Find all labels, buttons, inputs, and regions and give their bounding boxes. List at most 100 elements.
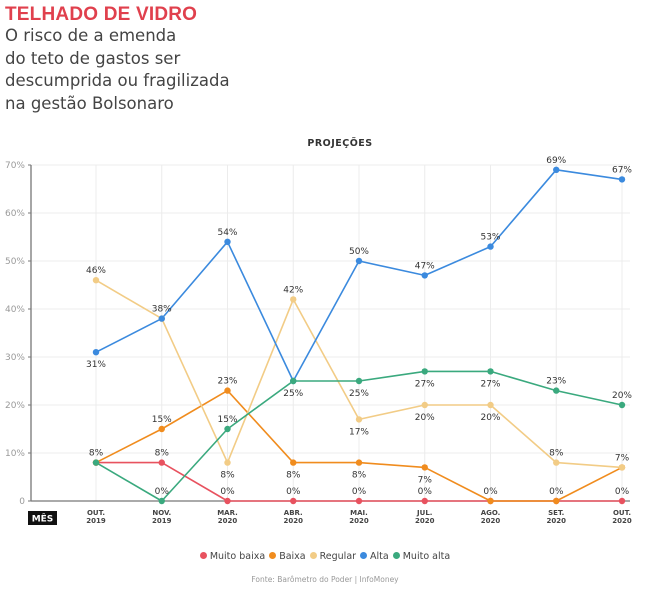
- data-label: 0%: [483, 487, 498, 497]
- y-tick-label: 0: [19, 497, 25, 507]
- legend-dot-icon: [392, 552, 400, 559]
- legend-item: Baixa: [269, 551, 306, 562]
- data-label: 53%: [480, 233, 500, 243]
- point-muito-baixa: [224, 497, 231, 505]
- point-regular: [290, 296, 297, 303]
- point-alta: [553, 166, 560, 173]
- data-label: 20%: [415, 413, 435, 423]
- x-tick-label: MAI.: [350, 509, 368, 517]
- data-label: 15%: [152, 415, 172, 425]
- point-alta: [487, 243, 494, 250]
- legend-label: Baixa: [279, 551, 306, 562]
- x-tick-label: ABR.: [284, 509, 303, 517]
- data-label: 23%: [546, 377, 566, 387]
- data-label: 54%: [217, 228, 237, 238]
- x-tick-label-year: 2019: [152, 517, 172, 525]
- legend-label: Muito baixa: [209, 551, 266, 562]
- data-label: 23%: [217, 377, 237, 387]
- data-label: 67%: [612, 165, 632, 175]
- y-tick-label: 50%: [5, 257, 25, 267]
- x-tick-label-year: 2020: [284, 517, 304, 525]
- data-label: 7%: [615, 453, 630, 463]
- point-regular: [553, 459, 560, 466]
- x-tick-label: NOV.: [152, 509, 171, 517]
- legend-dot-icon: [309, 552, 317, 559]
- data-label: 25%: [349, 389, 369, 399]
- x-tick-label: MAR.: [217, 509, 238, 517]
- x-tick-label-year: 2020: [481, 517, 501, 525]
- data-label: 0%: [286, 487, 301, 497]
- x-axis-label: MÊS: [32, 513, 54, 525]
- y-tick-label: 30%: [5, 353, 25, 363]
- legend-label: Muito alta: [402, 551, 451, 562]
- point-baixa: [553, 497, 560, 505]
- chart-title: PROJEÇÕES: [307, 137, 372, 149]
- legend-dot-icon: [360, 552, 368, 559]
- point-muito-baixa: [355, 497, 363, 505]
- point-regular: [355, 416, 363, 423]
- data-label: 42%: [283, 285, 303, 295]
- chart-headline: O risco de a emenda do teto de gastos se…: [5, 25, 305, 115]
- data-label: 38%: [152, 305, 172, 315]
- legend-item: Regular: [309, 551, 357, 562]
- legend-dot-icon: [269, 552, 277, 559]
- data-label: 27%: [415, 379, 435, 389]
- point-muito-baixa: [290, 497, 297, 505]
- x-tick-label: AGO.: [481, 509, 501, 517]
- point-muito-baixa: [421, 497, 428, 505]
- data-label: 25%: [283, 389, 303, 399]
- y-tick-label: 20%: [5, 401, 25, 411]
- data-label: 8%: [352, 471, 367, 481]
- data-label: 0%: [220, 487, 235, 497]
- point-muito-baixa: [158, 459, 165, 466]
- series-points: [92, 166, 626, 505]
- data-label: 8%: [155, 449, 170, 459]
- data-label: 0%: [155, 487, 170, 497]
- point-muito-alta: [158, 497, 165, 505]
- data-label: 20%: [480, 413, 500, 423]
- point-muito-alta: [618, 401, 626, 409]
- x-axis-label-box: [28, 511, 57, 525]
- legend-label: Regular: [319, 551, 357, 562]
- legend: Muito baixa Baixa Regular Alta Muito alta: [0, 551, 650, 562]
- point-alta: [618, 176, 626, 183]
- legend-label: Alta: [370, 551, 389, 562]
- data-label: 47%: [415, 261, 435, 271]
- point-alta: [158, 315, 165, 322]
- point-baixa: [487, 497, 494, 505]
- y-tick-label: 40%: [5, 305, 25, 315]
- chart-kicker: TELHADO DE VIDRO: [5, 4, 198, 25]
- point-regular: [421, 401, 428, 409]
- headline-line: do teto de gastos ser: [5, 48, 181, 68]
- data-label: 20%: [612, 391, 632, 401]
- data-label: 0%: [615, 487, 630, 497]
- data-label: 8%: [220, 471, 235, 481]
- x-tick-label: SET.: [548, 509, 564, 517]
- x-tick-label-year: 2020: [415, 517, 435, 525]
- data-label: 31%: [86, 360, 106, 370]
- x-tick-labels: OUT.2019NOV.2019MAR.2020ABR.2020MAI.2020…: [86, 509, 632, 525]
- x-tick-label: OUT.: [613, 509, 631, 517]
- point-alta: [355, 257, 363, 265]
- data-label: 7%: [418, 475, 433, 485]
- x-tick-label-year: 2020: [218, 517, 238, 525]
- data-label: 8%: [89, 449, 104, 459]
- data-label: 69%: [546, 156, 566, 166]
- point-muito-baixa: [618, 497, 626, 505]
- legend-item: Muito alta: [392, 551, 451, 562]
- point-alta: [92, 349, 100, 356]
- source-note: Fonte: Barômetro do Poder | InfoMoney: [251, 575, 399, 584]
- y-tick-label: 60%: [5, 209, 25, 219]
- x-tick-label-year: 2020: [612, 517, 632, 525]
- y-tick-label: 10%: [5, 449, 25, 459]
- data-label: 8%: [549, 449, 564, 459]
- gridlines: [31, 164, 630, 501]
- data-label: 8%: [286, 471, 301, 481]
- point-muito-alta: [553, 387, 560, 394]
- point-baixa: [421, 464, 428, 471]
- headline-line: descumprida ou fragilizada: [5, 71, 230, 90]
- x-tick-label: OUT.: [87, 509, 105, 517]
- x-tick-label: JUL.: [416, 509, 432, 517]
- legend-dot-icon: [199, 552, 207, 559]
- point-muito-alta: [355, 377, 363, 385]
